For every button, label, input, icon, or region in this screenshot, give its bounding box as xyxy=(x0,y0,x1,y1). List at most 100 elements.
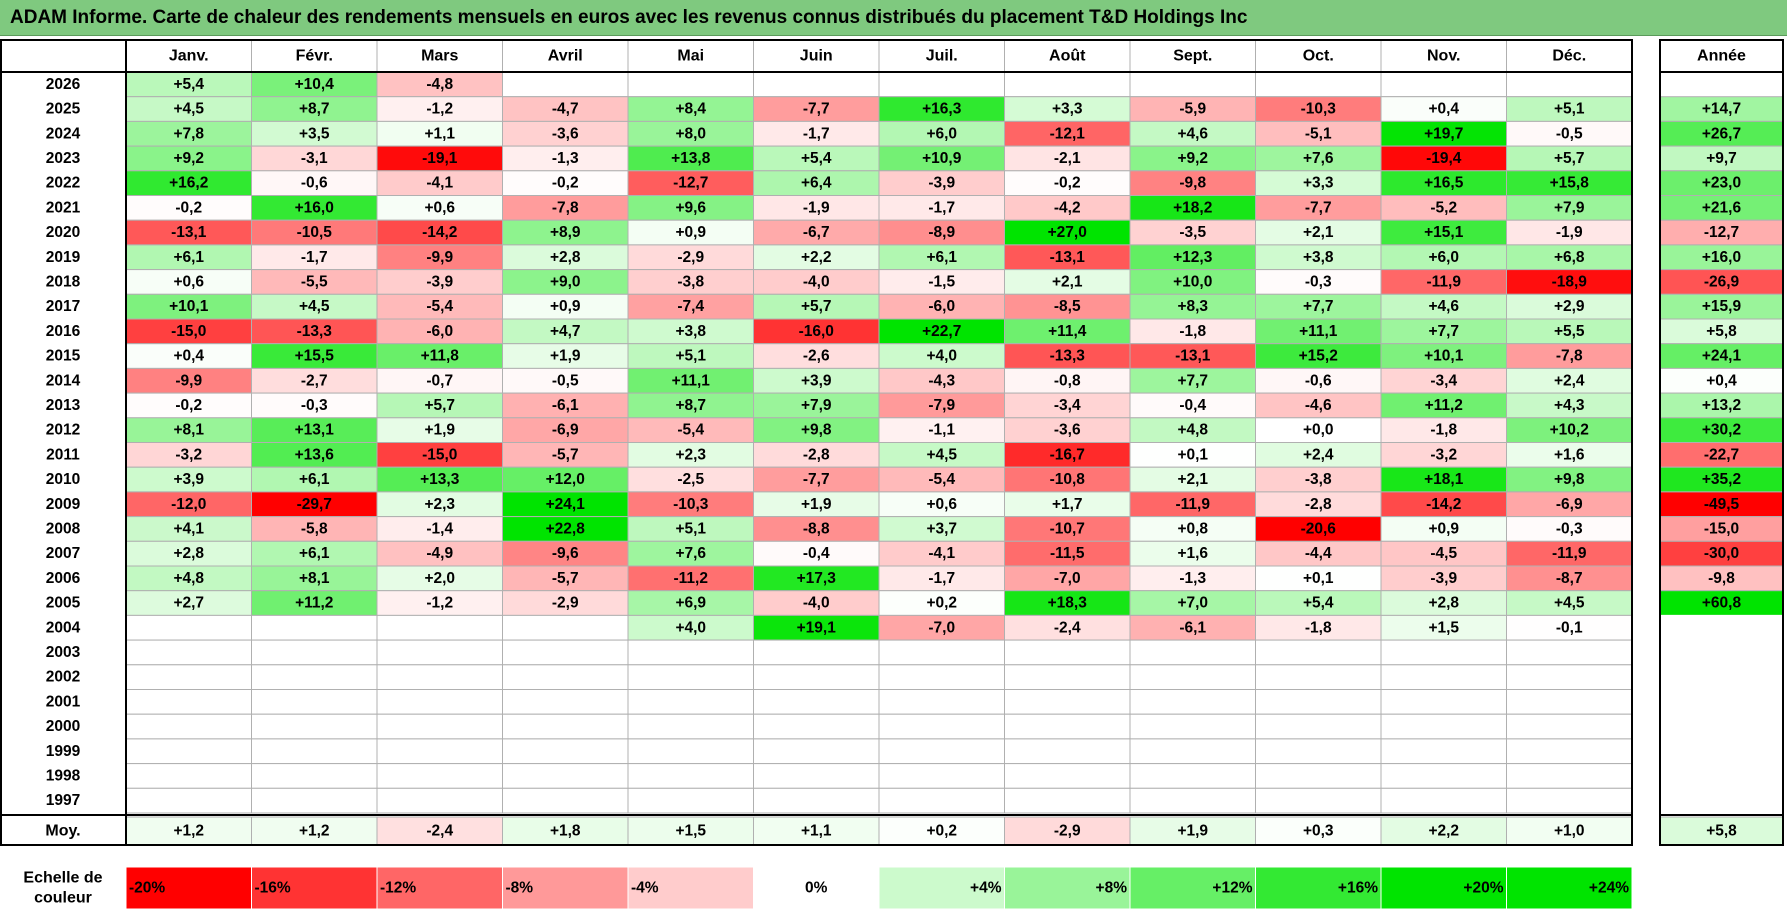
heatmap-cell-value: -1,2 xyxy=(426,595,453,612)
heatmap-cell xyxy=(1255,96,1382,122)
annual-cell xyxy=(1659,614,1784,641)
heatmap-cell xyxy=(1255,664,1382,690)
heatmap-cell xyxy=(1004,540,1131,567)
heatmap-cell-value: -3,5 xyxy=(1179,224,1206,241)
heatmap-cell xyxy=(1380,293,1507,320)
heatmap-cell-value: -0,3 xyxy=(1556,520,1583,537)
heatmap-cell xyxy=(1129,417,1256,443)
average-cell-value: -2,4 xyxy=(426,823,453,840)
average-cell xyxy=(251,816,378,846)
heatmap-cell xyxy=(1255,120,1382,147)
month-header-label: Mai xyxy=(677,48,704,65)
heatmap-cell-value: -15,0 xyxy=(171,323,206,340)
heatmap-cell-value: -3,6 xyxy=(552,125,579,142)
heatmap-cell-value: +2,1 xyxy=(1177,471,1208,488)
average-label: Moy. xyxy=(45,823,80,840)
heatmap-cell xyxy=(1506,244,1633,271)
scale-swatch-label: -4% xyxy=(631,880,659,897)
heatmap-cell-value: -8,5 xyxy=(1054,298,1081,315)
heatmap-cell-value: +4,5 xyxy=(926,446,957,463)
heatmap-cell xyxy=(1380,614,1507,641)
heatmap-cell-value: -0,6 xyxy=(1305,372,1332,389)
heatmap-cell-value: +3,5 xyxy=(299,125,330,142)
heatmap-cell xyxy=(1255,491,1382,518)
heatmap-cell-value: -2,6 xyxy=(803,348,830,365)
heatmap-cell-value: +2,8 xyxy=(173,545,204,562)
heatmap-cell-value: -10,5 xyxy=(297,224,333,241)
heatmap-cell-value: -12,7 xyxy=(673,175,708,192)
heatmap-cell-value: +8,9 xyxy=(550,224,581,241)
annual-cell-value: +24,1 xyxy=(1702,348,1742,365)
heatmap-cell xyxy=(251,614,378,641)
scale-swatch xyxy=(125,866,252,910)
heatmap-cell xyxy=(1255,689,1382,715)
heatmap-cell xyxy=(1004,689,1131,715)
heatmap-cell-value: -0,2 xyxy=(1054,175,1081,192)
heatmap-cell xyxy=(753,293,880,320)
scale-swatch-label: +16% xyxy=(1338,880,1378,897)
heatmap-cell xyxy=(1506,787,1633,814)
heatmap-cell-value: -3,4 xyxy=(1054,397,1081,414)
heatmap-cell xyxy=(1506,763,1633,789)
heatmap-cell xyxy=(1380,442,1507,468)
heatmap-cell-value: +7,9 xyxy=(801,397,832,414)
heatmap-cell-value: +27,0 xyxy=(1048,224,1087,241)
scale-swatch-label: +8% xyxy=(1096,880,1128,897)
heatmap-cell-value: +13,8 xyxy=(671,150,711,167)
heatmap-cell xyxy=(878,540,1005,567)
year-label: 2003 xyxy=(46,644,81,661)
annual-cell-value: -12,7 xyxy=(1704,224,1739,241)
heatmap-cell xyxy=(1004,713,1131,740)
heatmap-cell-value: +3,8 xyxy=(1303,249,1334,266)
heatmap-cell-value: +10,2 xyxy=(1550,422,1589,439)
heatmap-cell xyxy=(376,96,503,122)
heatmap-cell xyxy=(1129,540,1256,567)
heatmap-cell-value: -1,7 xyxy=(928,199,955,216)
heatmap-cell xyxy=(125,392,252,419)
heatmap-cell-value: -1,8 xyxy=(1179,323,1206,340)
heatmap-cell-value: +1,9 xyxy=(424,422,455,439)
annual-cell xyxy=(1659,664,1784,690)
heatmap-cell-value: +10,9 xyxy=(922,150,962,167)
heatmap-cell xyxy=(627,392,754,419)
annual-cell-value: +9,7 xyxy=(1706,150,1737,167)
heatmap-cell xyxy=(627,763,754,789)
heatmap-cell-value: -7,4 xyxy=(677,298,704,315)
heatmap-cell-value: -2,8 xyxy=(803,446,830,463)
heatmap-cell xyxy=(1380,269,1507,295)
heatmap-cell xyxy=(1129,713,1256,740)
heatmap-cell xyxy=(1506,689,1633,715)
heatmap-cell-value: +8,7 xyxy=(299,101,330,118)
scale-swatch xyxy=(1129,866,1256,910)
average-cell xyxy=(878,816,1005,846)
heatmap-cell xyxy=(251,367,378,394)
heatmap-cell-value: -11,9 xyxy=(1427,273,1462,290)
heatmap-cell-value: +5,1 xyxy=(1554,101,1585,118)
month-header-cell xyxy=(1129,39,1256,73)
heatmap-cell xyxy=(753,738,880,765)
heatmap-cell xyxy=(878,763,1005,789)
heatmap-cell-value: +24,1 xyxy=(546,496,586,513)
heatmap-cell xyxy=(1255,466,1382,493)
heatmap-cell xyxy=(627,367,754,394)
heatmap-cell-value: -3,8 xyxy=(677,273,704,290)
heatmap-cell xyxy=(1129,392,1256,419)
heatmap-cell xyxy=(1004,343,1131,369)
heatmap-cell-value: +16,0 xyxy=(295,199,334,216)
heatmap-cell xyxy=(251,763,378,789)
heatmap-cell-value: -5,5 xyxy=(301,273,328,290)
heatmap-cell xyxy=(1129,466,1256,493)
heatmap-cell xyxy=(376,466,503,493)
heatmap-cell xyxy=(878,293,1005,320)
annual-cell xyxy=(1659,689,1784,715)
heatmap-cell xyxy=(251,639,378,666)
heatmap-cell xyxy=(125,195,252,221)
average-cell-value: +1,1 xyxy=(801,823,832,840)
heatmap-cell-value: +7,8 xyxy=(173,125,204,142)
scale-swatch xyxy=(1506,866,1633,910)
heatmap-cell-value: -5,4 xyxy=(928,471,955,488)
heatmap-cell xyxy=(376,614,503,641)
heatmap-cell xyxy=(1380,713,1507,740)
heatmap-cell-value: +2,4 xyxy=(1554,372,1585,389)
heatmap-cell xyxy=(1506,491,1633,518)
